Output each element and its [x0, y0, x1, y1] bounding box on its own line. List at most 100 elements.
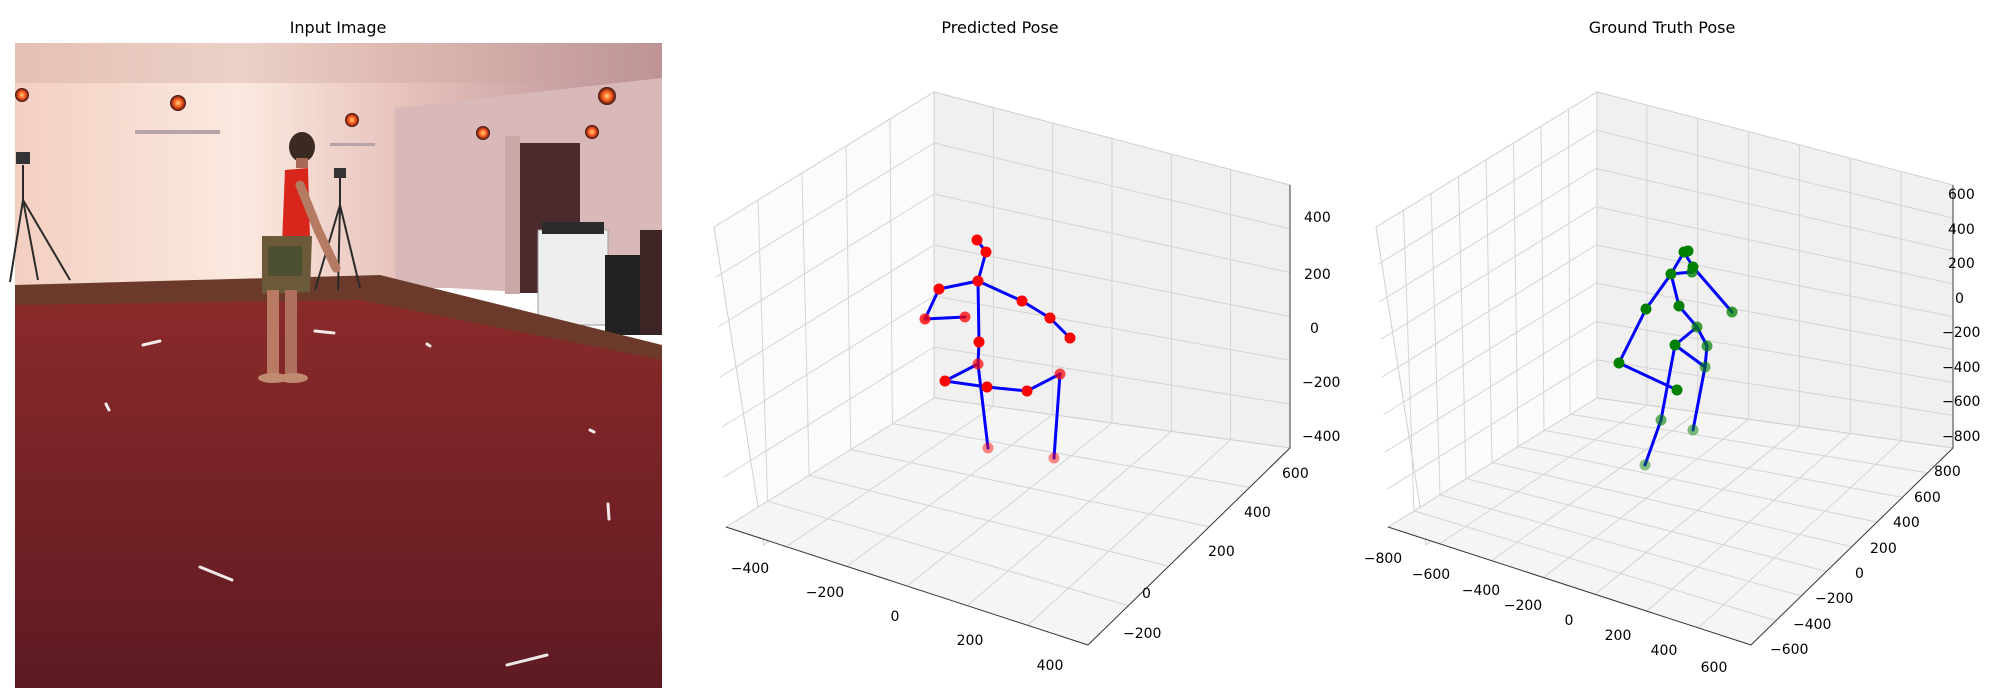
- predicted-bone: [943, 362, 980, 383]
- predicted-joint: [981, 381, 993, 393]
- predicted-joint: [973, 336, 985, 348]
- predicted-joint: [972, 275, 984, 287]
- grid-line: [1491, 462, 1852, 547]
- ground-truth-bone: [1691, 265, 1734, 314]
- predicted-joint: [1064, 332, 1076, 344]
- grid-line: [1430, 193, 1441, 495]
- predicted-bone: [976, 279, 981, 344]
- ground-truth-y-tick: −600: [1770, 642, 1808, 658]
- grid-line: [1568, 108, 1571, 415]
- ground-truth-axes: −800 −600 −400 −200 0 200 400 600 −600 −…: [1364, 91, 1980, 676]
- ground-truth-joint: [1701, 340, 1713, 352]
- predicted-y-tick: 0: [1142, 586, 1151, 602]
- ground-truth-z-tick: −600: [1942, 394, 1980, 410]
- ground-truth-x-tick: −400: [1462, 583, 1500, 599]
- grid-line: [1595, 244, 1953, 317]
- predicted-bone: [923, 315, 967, 321]
- predicted-z-tick: 400: [1304, 210, 1331, 226]
- predicted-skeleton: [919, 234, 1076, 464]
- input-image-panel: Input Image: [9, 18, 662, 688]
- ground-truth-z-ticks: −800 −600 −400 −200 0 200 400 600: [1942, 187, 1980, 445]
- predicted-joint: [982, 442, 994, 454]
- predicted-pose-title: Predicted Pose: [941, 18, 1058, 37]
- grid-line: [967, 430, 1172, 607]
- predicted-x-tick: −400: [731, 561, 769, 577]
- grid-line: [1540, 125, 1545, 431]
- grid-line: [889, 118, 893, 424]
- ground-truth-x-tick: −800: [1364, 551, 1402, 567]
- ground-truth-joint: [1671, 384, 1683, 396]
- grid-line: [721, 295, 935, 428]
- grid-line: [892, 423, 1250, 488]
- predicted-x-tick: 200: [957, 633, 984, 649]
- ground-truth-z-tick: −800: [1942, 429, 1980, 445]
- grid-line: [809, 474, 1169, 567]
- predicted-bone: [985, 385, 1029, 393]
- predicted-joint: [1021, 385, 1033, 397]
- predicted-joint: [1044, 312, 1056, 324]
- predicted-bone: [923, 287, 941, 321]
- ground-truth-z-tick: 600: [1948, 187, 1975, 203]
- predicted-bone: [1025, 372, 1062, 393]
- predicted-x-ticks: −400 −200 0 200 400: [731, 561, 1064, 674]
- grid-line: [723, 346, 935, 478]
- predicted-z-tick: 200: [1304, 267, 1331, 283]
- predicted-joint: [1016, 295, 1028, 307]
- ground-truth-z-tick: 400: [1948, 222, 1975, 238]
- predicted-pose-panel: Predicted Pose −400 −200 0 200 400 −200: [713, 18, 1340, 674]
- grid-line: [1403, 210, 1415, 511]
- ground-truth-right-pane: [1596, 91, 1954, 449]
- grid-line: [845, 145, 852, 450]
- grid-line: [717, 193, 935, 328]
- input-image-title: Input Image: [290, 18, 387, 37]
- ground-truth-z-tick: −200: [1942, 325, 1980, 341]
- ground-truth-x-tick: −200: [1504, 598, 1542, 614]
- predicted-axes: −400 −200 0 200 400 −200 0 200 400 600 −…: [713, 91, 1340, 674]
- ground-truth-x-tick: −600: [1412, 567, 1450, 583]
- grid-line: [1569, 413, 1927, 474]
- predicted-y-tick: 200: [1208, 544, 1235, 560]
- grid-line: [1543, 429, 1902, 498]
- grid-line: [1465, 478, 1826, 572]
- ground-truth-y-tick: 600: [1914, 490, 1941, 506]
- ground-truth-x-ticks: −800 −600 −400 −200 0 200 400 600: [1364, 551, 1728, 676]
- predicted-joint: [980, 246, 992, 258]
- grid-line: [1517, 445, 1877, 523]
- ground-truth-joint: [1691, 321, 1703, 333]
- ground-truth-joint: [1613, 357, 1625, 369]
- grid-line: [850, 449, 1210, 528]
- predicted-grid: [715, 107, 1291, 626]
- predicted-bone: [1052, 372, 1062, 460]
- ground-truth-y-tick: −400: [1793, 617, 1831, 633]
- predicted-y-ticks: −200 0 200 400 600: [1123, 466, 1309, 642]
- input-photo: [9, 43, 662, 688]
- ground-truth-grid: [1377, 105, 1953, 629]
- grid-line: [906, 422, 1113, 587]
- predicted-joint: [933, 283, 945, 295]
- predicted-joint: [939, 375, 951, 387]
- grid-line: [1413, 510, 1776, 621]
- ground-truth-y-tick: 800: [1934, 464, 1961, 480]
- ground-truth-bone: [1617, 307, 1648, 365]
- grid-line: [1595, 359, 1953, 416]
- ground-truth-y-tick: 0: [1855, 566, 1864, 582]
- predicted-z-tick: 0: [1310, 321, 1319, 337]
- predicted-y-tick: 600: [1282, 466, 1309, 482]
- ground-truth-x-tick: 200: [1605, 628, 1632, 644]
- predicted-joint: [1048, 452, 1060, 464]
- grid-line: [1439, 494, 1801, 597]
- ground-truth-joint: [1686, 266, 1698, 278]
- ground-truth-z-tick: 200: [1948, 256, 1975, 272]
- grid-line: [801, 172, 810, 476]
- ground-truth-joint: [1640, 303, 1652, 315]
- predicted-z-ticks: −400 −200 0 200 400: [1302, 210, 1340, 445]
- grid-line: [1595, 129, 1953, 219]
- grid-line: [1595, 168, 1953, 252]
- predicted-joint: [919, 313, 931, 325]
- grid-line: [1513, 142, 1519, 447]
- ground-truth-bone: [1691, 365, 1707, 432]
- grid-line: [715, 142, 935, 278]
- ground-truth-title: Ground Truth Pose: [1589, 18, 1736, 37]
- grid-line: [1595, 321, 1953, 383]
